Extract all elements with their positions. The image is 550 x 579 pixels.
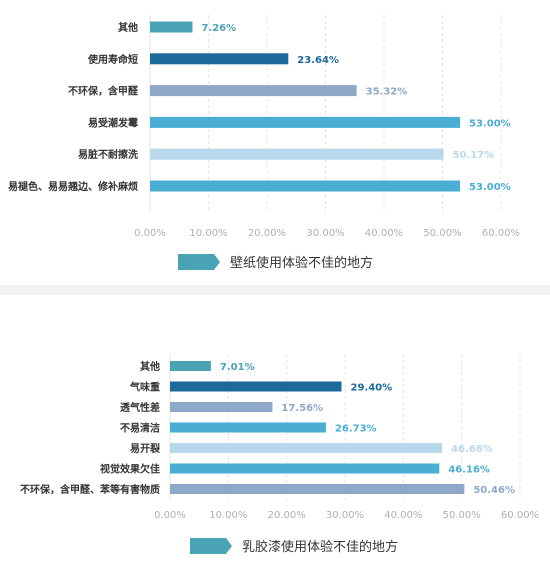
x-tick-label: 10.00%	[189, 228, 227, 239]
bar	[170, 443, 443, 453]
value-label: 7.26%	[201, 23, 236, 34]
x-tick-label: 10.00%	[209, 510, 247, 521]
value-label: 46.66%	[451, 444, 493, 455]
category-label: 易受潮发霉	[88, 116, 138, 129]
value-label: 7.01%	[220, 362, 255, 373]
legend-swatch	[190, 538, 232, 554]
value-label: 46.16%	[448, 465, 490, 476]
category-label: 不易清洁	[120, 422, 160, 435]
category-label: 气味重	[129, 381, 160, 394]
bar	[170, 463, 440, 474]
value-label: 53.00%	[469, 182, 511, 193]
value-label: 29.40%	[351, 383, 393, 394]
x-tick-label: 50.00%	[443, 510, 481, 521]
category-label: 使用寿命短	[87, 53, 138, 66]
value-label: 26.73%	[335, 424, 377, 435]
bar	[150, 116, 461, 128]
bar	[150, 21, 193, 33]
x-tick-label: 60.00%	[501, 510, 539, 521]
value-label: 50.46%	[473, 485, 515, 496]
value-label: 35.32%	[366, 87, 408, 98]
value-label: 17.56%	[281, 403, 323, 414]
x-tick-label: 20.00%	[248, 228, 286, 239]
value-label: 50.17%	[452, 150, 494, 161]
bar	[150, 148, 444, 160]
x-tick-label: 50.00%	[423, 228, 461, 239]
value-label: 23.64%	[297, 55, 339, 66]
category-label: 其他	[140, 360, 160, 373]
category-label: 视觉效果欠佳	[100, 463, 160, 476]
bar	[150, 180, 461, 192]
wallpaper-chart: 0.00% 10.00% 20.00% 30.00% 40.00% 50.00% 60.00…	[0, 0, 550, 278]
bar	[170, 361, 211, 371]
legend-label: 壁纸使用体验不佳的地方	[230, 255, 373, 271]
value-label: 53.00%	[469, 118, 511, 129]
bar	[150, 53, 289, 65]
category-label: 不环保，含甲醛、苯等有害物质	[20, 483, 160, 496]
x-tick-label: 0.00%	[134, 228, 166, 239]
bar	[170, 484, 465, 494]
x-tick-label: 40.00%	[365, 228, 403, 239]
category-label: 易脏不耐擦洗	[78, 148, 138, 161]
category-label: 透气性差	[120, 401, 160, 414]
bar	[170, 422, 326, 433]
category-label: 易开裂	[130, 442, 160, 455]
chart-svg: 0.00% 10.00% 20.00% 30.00% 40.00% 50.00% 60.00…	[8, 15, 520, 271]
category-label: 易褪色、易易翘边、修补麻烦	[8, 180, 138, 193]
latex-paint-chart: 0.00% 10.00% 20.00% 30.00% 40.00% 50.00% 60.00…	[0, 300, 550, 579]
x-tick-label: 0.00%	[154, 510, 186, 521]
x-tick-label: 60.00%	[482, 228, 520, 239]
bar	[170, 402, 273, 412]
legend-label: 乳胶漆使用体验不佳的地方	[242, 539, 398, 555]
x-tick-label: 40.00%	[384, 510, 422, 521]
legend-swatch	[178, 254, 220, 270]
chart-svg: 0.00% 10.00% 20.00% 30.00% 40.00% 50.00% 60.00…	[20, 354, 539, 555]
category-label: 不环保，含甲醛	[68, 85, 139, 98]
bar	[150, 85, 357, 97]
section-divider	[0, 285, 550, 295]
x-tick-label: 20.00%	[268, 510, 306, 521]
x-tick-label: 30.00%	[306, 228, 344, 239]
category-label: 其他	[118, 21, 138, 34]
bar	[170, 381, 342, 392]
x-tick-label: 30.00%	[326, 510, 364, 521]
